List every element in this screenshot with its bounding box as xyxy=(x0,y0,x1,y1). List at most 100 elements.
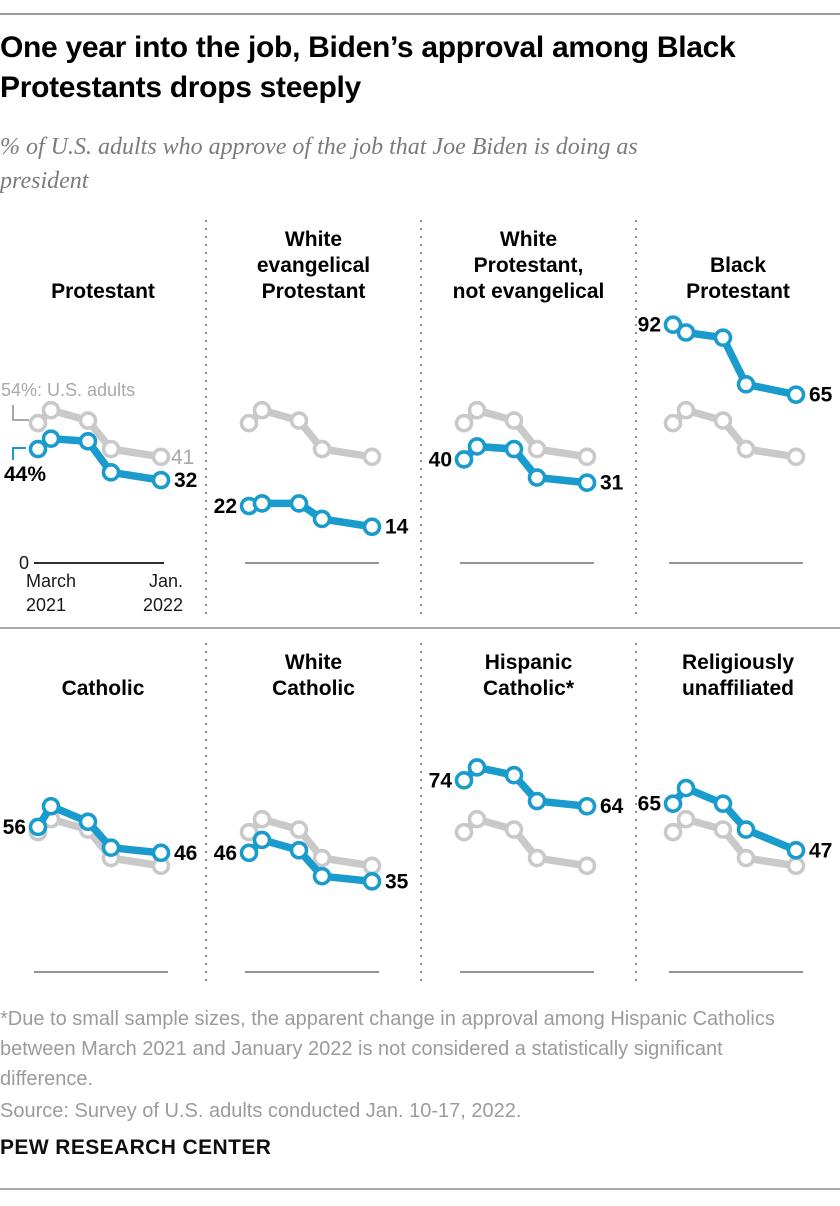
data-point xyxy=(289,840,308,860)
panel-white-catholic: White Catholic 46 35 xyxy=(206,630,421,990)
data-point xyxy=(252,400,271,420)
data-point xyxy=(577,447,596,467)
data-point xyxy=(713,328,733,347)
data-point xyxy=(577,473,596,493)
panel-title-line: Protestant xyxy=(261,280,366,303)
panel-title-line: Protestant xyxy=(51,280,155,303)
data-point xyxy=(239,843,258,863)
data-point xyxy=(527,468,546,487)
panel-title-line: White xyxy=(284,228,343,251)
data-point xyxy=(239,413,258,433)
x-start-tick-label: 2021 xyxy=(26,595,66,615)
data-point xyxy=(239,822,258,842)
data-point xyxy=(786,856,806,876)
data-point xyxy=(41,796,61,816)
data-point xyxy=(577,856,596,876)
chart-title: One year into the job, Biden’s approval … xyxy=(0,31,736,104)
panel-title-line: White xyxy=(499,228,558,251)
end-value-label: 32 xyxy=(174,469,197,492)
small-multiples-grid: Protestant 54%: U.S. adults 44% 41 0 March 20… xyxy=(0,215,840,990)
panel-heading-protestant: Protestant xyxy=(0,215,206,305)
panel-heading-white-protestant-not-evangelical: White Protestant, not evangelical xyxy=(421,215,636,305)
data-point xyxy=(527,439,546,459)
data-point xyxy=(786,840,806,860)
chart-subtitle: % of U.S. adults who approve of the job … xyxy=(0,134,638,194)
data-point xyxy=(504,411,523,430)
start-value-label: 74 xyxy=(428,769,452,792)
x-end-tick-label: 2022 xyxy=(143,595,183,615)
data-point xyxy=(454,450,473,469)
data-point xyxy=(312,848,331,868)
data-point xyxy=(713,794,733,813)
panel-chart-religiously-unaffiliated: 65 47 xyxy=(638,778,832,973)
data-point xyxy=(362,517,381,537)
end-value-label: 64 xyxy=(600,795,624,818)
data-point xyxy=(151,843,171,863)
panel-title-line: Hispanic xyxy=(484,651,573,674)
panel-heading-catholic: Catholic xyxy=(0,630,206,702)
panel-chart-white-catholic: 46 35 xyxy=(213,809,409,973)
data-point xyxy=(663,413,683,433)
data-point xyxy=(289,494,308,513)
panel-white-evangelical-protestant: White evangelical Protestant 22 14 xyxy=(206,215,421,630)
data-point xyxy=(504,765,523,785)
data-point xyxy=(676,323,696,342)
panel-title-line: evangelical xyxy=(256,254,371,277)
x-end-tick-label: Jan. xyxy=(149,571,183,591)
column-separator xyxy=(635,220,637,618)
data-point xyxy=(713,820,733,839)
panel-heading-religiously-unaffiliated: Religiously unaffiliated xyxy=(636,630,840,702)
data-point xyxy=(28,439,48,459)
data-point xyxy=(527,791,546,811)
brand: PEW RESEARCH CENTER xyxy=(0,1136,272,1159)
data-point xyxy=(362,447,381,467)
source-line: Source: Survey of U.S. adults conducted … xyxy=(0,1100,522,1122)
data-point xyxy=(676,400,696,420)
x-start-tick-label: March xyxy=(26,571,76,591)
panel-chart-white-evangelical-protestant: 22 14 xyxy=(213,400,409,564)
data-point xyxy=(736,848,756,868)
data-point xyxy=(786,447,806,467)
start-value-label: 44% xyxy=(4,463,46,486)
panel-chart-hispanic-catholic: 74 64 xyxy=(428,758,624,973)
data-point xyxy=(467,400,486,420)
data-point xyxy=(252,494,271,513)
panel-protestant: Protestant 54%: U.S. adults 44% 41 0 March 20… xyxy=(0,215,206,630)
start-value-label: 56 xyxy=(3,816,26,839)
panel-hispanic-catholic: Hispanic Catholic* 74 64 xyxy=(421,630,636,990)
data-point xyxy=(786,385,806,404)
column-separator xyxy=(205,643,207,983)
data-point xyxy=(312,439,331,459)
column-separator xyxy=(420,220,422,618)
footnote: *Due to small sample sizes, the apparent… xyxy=(0,1008,775,1090)
data-point xyxy=(663,822,683,842)
data-point xyxy=(676,778,696,798)
column-separator xyxy=(420,643,422,983)
top-rule xyxy=(0,13,840,15)
data-point xyxy=(78,812,98,832)
panel-heading-white-catholic: White Catholic xyxy=(206,630,421,702)
start-value-label: 65 xyxy=(638,793,662,816)
gray-label-bracket xyxy=(12,405,29,421)
us-adults-end-value-label: 41 xyxy=(171,446,194,469)
panel-title-line: Protestant, xyxy=(473,254,584,277)
data-point xyxy=(101,463,121,482)
start-value-label: 22 xyxy=(213,495,236,518)
data-point xyxy=(362,872,381,891)
data-point xyxy=(467,437,486,456)
data-point xyxy=(362,856,381,876)
end-value-label: 35 xyxy=(385,870,409,893)
panel-title-line: Protestant xyxy=(686,280,790,303)
end-value-label: 14 xyxy=(385,516,409,539)
panel-title-line: Catholic xyxy=(272,677,355,700)
data-point xyxy=(454,822,473,842)
panel-heading-hispanic-catholic: Hispanic Catholic* xyxy=(421,630,636,702)
data-point xyxy=(28,413,48,433)
data-point xyxy=(78,411,98,430)
data-point xyxy=(41,400,61,420)
data-point xyxy=(289,820,308,839)
zero-tick-label: 0 xyxy=(19,553,29,573)
data-point xyxy=(252,830,271,850)
column-separator xyxy=(635,643,637,983)
